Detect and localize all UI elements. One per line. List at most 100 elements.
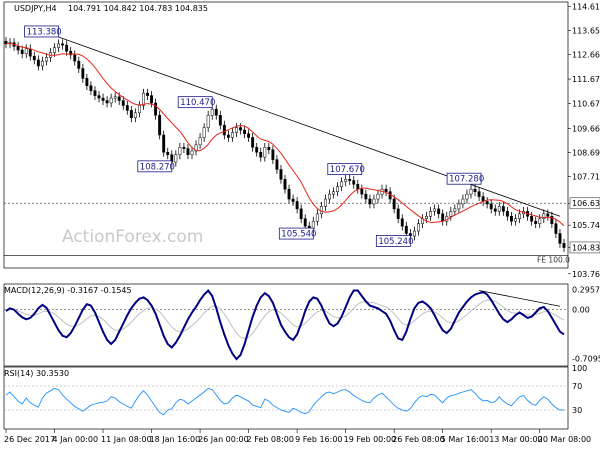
annotation-box (375, 235, 411, 247)
candle-body (267, 147, 271, 151)
candle-body (546, 213, 550, 217)
candle-body (497, 206, 501, 212)
candle-body (437, 208, 441, 215)
candle-body (239, 127, 242, 131)
candle-body (295, 201, 299, 210)
candle-body (283, 179, 287, 190)
price-annotation: 108.270 (137, 160, 175, 173)
price-annotation: 107.280 (446, 172, 484, 185)
rsi-panel (4, 385, 568, 416)
candle-body (97, 95, 101, 99)
candle-body (332, 191, 335, 195)
annotation-value: 105.540 (281, 230, 316, 240)
price-marker-box (569, 197, 600, 210)
candle-body (174, 154, 178, 163)
candle-body (53, 47, 56, 53)
candle-body (433, 208, 437, 212)
rsi-line (5, 387, 564, 416)
price-annotation: 105.240 (375, 235, 414, 247)
annotation-value: 105.240 (378, 237, 413, 247)
price-annotation: 110.470 (177, 96, 215, 109)
price-tick-label: 112.660 (572, 51, 600, 60)
candle-body (162, 134, 166, 153)
candle-body (441, 213, 445, 222)
candle-body (20, 49, 24, 54)
candle-body (360, 188, 364, 195)
candle-body (77, 60, 81, 69)
candle-body (214, 108, 218, 116)
candle-body (117, 96, 121, 101)
price-tick-label: 105.740 (572, 221, 600, 230)
candle-body (352, 180, 356, 185)
annotation-value: 108.270 (140, 162, 175, 172)
price-annotation: 113.380 (24, 25, 62, 38)
annotation-box (446, 172, 482, 185)
time-tick-label: 18 Jan 16:00 (150, 435, 201, 444)
annotation-value: 107.280 (449, 175, 484, 185)
time-tick-label: 26 Feb 08:00 (392, 435, 444, 444)
candle-body (477, 191, 481, 197)
price-annotation: 107.670 (327, 163, 365, 175)
annotation-value: 110.470 (180, 98, 215, 108)
candle-body (348, 179, 352, 181)
price-tick-label: 109.665 (572, 124, 600, 133)
candle-body (137, 105, 141, 114)
candle-body (501, 206, 505, 212)
candle-body (449, 211, 453, 217)
candle-body (356, 184, 360, 190)
candle-body (190, 150, 194, 155)
candle-body (461, 198, 465, 205)
candle-body (554, 223, 558, 234)
candle-body (32, 55, 36, 61)
candle-body (243, 129, 247, 135)
time-tick-label: 26 Dec 2017 (4, 435, 55, 444)
annotation-box (24, 25, 59, 38)
macd-label: MACD(12,26,9) -0.3167 -0.1545 (4, 286, 132, 295)
candle-body (198, 137, 202, 146)
moving-average-line (5, 42, 565, 227)
candle-body (202, 127, 206, 138)
rsi-tick-label: 30 (572, 406, 582, 415)
candle-body (28, 48, 32, 57)
price-tick-label: 110.675 (572, 100, 600, 109)
time-tick-label: 11 Jan 08:00 (101, 435, 152, 444)
rsi-label: RSI(14) 30.3530 (4, 369, 69, 378)
candle-body (392, 198, 396, 210)
time-tick-label: 13 Mar 00:00 (489, 435, 542, 444)
axes: 114.615 113.650 112.660 111.670 110.675 109.6… (4, 3, 600, 444)
candle-body (319, 206, 323, 215)
candle-body (344, 179, 348, 183)
candle-body (384, 188, 388, 192)
candle-body (81, 68, 85, 79)
candle-body (259, 151, 263, 158)
candle-body (364, 193, 368, 200)
candle-body (142, 92, 145, 106)
candle-body (416, 223, 420, 232)
candle-body (226, 134, 230, 138)
candle-body (57, 43, 61, 48)
candle-body (150, 95, 154, 104)
candle-body (311, 220, 315, 229)
time-tick-label: 4 Jan 00:00 (53, 435, 99, 444)
candle-body (562, 243, 566, 248)
candle-body (538, 218, 542, 224)
annotation-box (278, 227, 314, 240)
candle-body (133, 112, 137, 119)
candle-body (328, 193, 331, 200)
fe-label: FE 100.0 (537, 255, 570, 264)
annotation-value: 107.670 (330, 165, 365, 175)
candle-body (218, 115, 222, 126)
macd-tick-label: 0.2957 (572, 285, 600, 294)
price-marker-box (569, 241, 600, 254)
candle-body (24, 48, 28, 54)
candle-body (291, 198, 295, 202)
candle-body (85, 78, 89, 86)
rsi-tick-label: 100 (572, 364, 587, 373)
candle-body (154, 102, 158, 116)
price-marker: 104.835 (569, 241, 600, 254)
candle-body (36, 59, 40, 67)
candle-body (287, 188, 291, 200)
annotation-box (137, 160, 173, 173)
candle-body (73, 54, 77, 62)
annotation-box (177, 96, 213, 109)
